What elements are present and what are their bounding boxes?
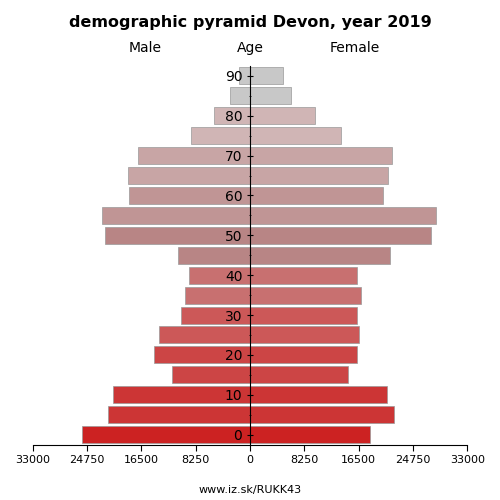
Bar: [250, 247, 390, 264]
Bar: [190, 266, 250, 283]
Bar: [82, 426, 250, 443]
Bar: [230, 88, 250, 104]
Bar: [250, 107, 314, 124]
Bar: [128, 167, 250, 184]
Bar: [250, 127, 341, 144]
Bar: [250, 147, 392, 164]
Bar: [190, 127, 250, 144]
Bar: [250, 207, 436, 224]
Bar: [250, 88, 291, 104]
Bar: [250, 426, 370, 443]
Bar: [250, 167, 388, 184]
Text: www.iz.sk/RUKK43: www.iz.sk/RUKK43: [198, 485, 302, 495]
Bar: [102, 207, 250, 224]
Bar: [239, 68, 250, 84]
Bar: [250, 187, 383, 204]
Bar: [108, 406, 250, 423]
Bar: [178, 247, 250, 264]
Bar: [159, 326, 250, 344]
Bar: [182, 306, 250, 324]
Bar: [250, 68, 283, 84]
Bar: [250, 306, 358, 324]
Bar: [250, 326, 360, 344]
Text: Age: Age: [236, 40, 264, 54]
Bar: [250, 406, 394, 423]
Text: Female: Female: [330, 40, 380, 54]
Bar: [250, 346, 357, 364]
Title: demographic pyramid Devon, year 2019: demographic pyramid Devon, year 2019: [68, 15, 432, 30]
Bar: [250, 266, 357, 283]
Bar: [214, 107, 250, 124]
Bar: [138, 147, 250, 164]
Bar: [105, 227, 250, 244]
Bar: [250, 386, 387, 403]
Bar: [186, 286, 250, 304]
Bar: [154, 346, 250, 364]
Bar: [130, 187, 250, 204]
Text: Male: Male: [129, 40, 162, 54]
Bar: [250, 366, 348, 384]
Bar: [113, 386, 250, 403]
Bar: [250, 227, 431, 244]
Bar: [172, 366, 250, 384]
Bar: [250, 286, 360, 304]
